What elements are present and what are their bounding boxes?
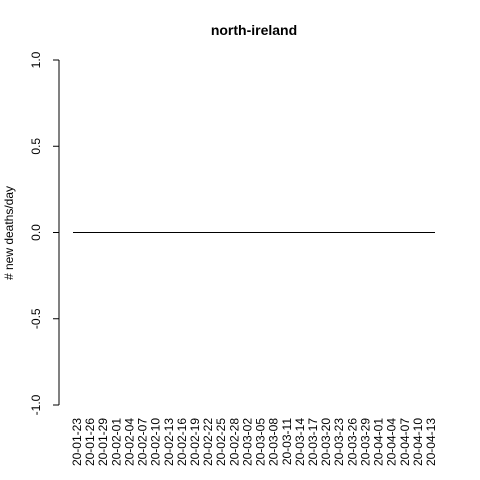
x-tick-label: 20-03-23	[332, 418, 346, 466]
y-tick-label: 1.0	[29, 51, 43, 68]
x-tick-label: 20-02-25	[214, 418, 228, 466]
y-tick-label: 0.0	[29, 224, 43, 241]
x-tick-label: 20-03-11	[280, 418, 294, 465]
x-tick-label: 20-02-13	[162, 418, 176, 466]
x-tick-label: 20-01-23	[70, 418, 84, 466]
x-tick-label: 20-04-10	[411, 418, 425, 466]
x-tick-label: 20-03-02	[240, 418, 254, 466]
x-tick-label: 20-02-28	[227, 418, 241, 466]
x-tick-label: 20-02-16	[175, 418, 189, 466]
x-tick-label: 20-03-08	[267, 418, 281, 466]
x-tick-label: 20-02-04	[122, 418, 136, 466]
x-tick-label: 20-04-01	[372, 418, 386, 466]
x-tick-label: 20-01-29	[96, 418, 110, 466]
x-tick-label: 20-04-04	[385, 418, 399, 466]
x-tick-label: 20-02-01	[109, 418, 123, 466]
x-tick-label: 20-03-26	[345, 418, 359, 466]
x-tick-label: 20-02-10	[149, 418, 163, 466]
x-tick-label: 20-03-20	[319, 418, 333, 466]
x-tick-label: 20-03-05	[254, 418, 268, 466]
x-ticks: 20-01-23 20-01-26 20-01-29 20-02-01 20-02-04…	[70, 418, 438, 466]
x-tick-label: 20-03-14	[293, 418, 307, 466]
x-tick-label: 20-03-29	[358, 418, 372, 466]
x-tick-label: 20-03-17	[306, 418, 320, 466]
x-tick-label: 20-04-13	[424, 418, 438, 466]
x-tick-label: 20-02-07	[136, 418, 150, 466]
x-tick-label: 20-01-26	[83, 418, 97, 466]
y-tick-label: -0.5	[29, 308, 43, 329]
y-tick-label: -1.0	[29, 394, 43, 415]
x-tick-label: 20-04-07	[398, 418, 412, 466]
chart-title: north-ireland	[211, 22, 297, 38]
y-axis-label: # new deaths/day	[2, 186, 16, 280]
x-tick-label: 20-02-22	[201, 418, 215, 466]
y-ticks: -1.0 -0.5 0.0 0.5 1.0	[29, 51, 59, 415]
y-tick-label: 0.5	[29, 138, 43, 155]
x-tick-label: 20-02-19	[188, 418, 202, 466]
